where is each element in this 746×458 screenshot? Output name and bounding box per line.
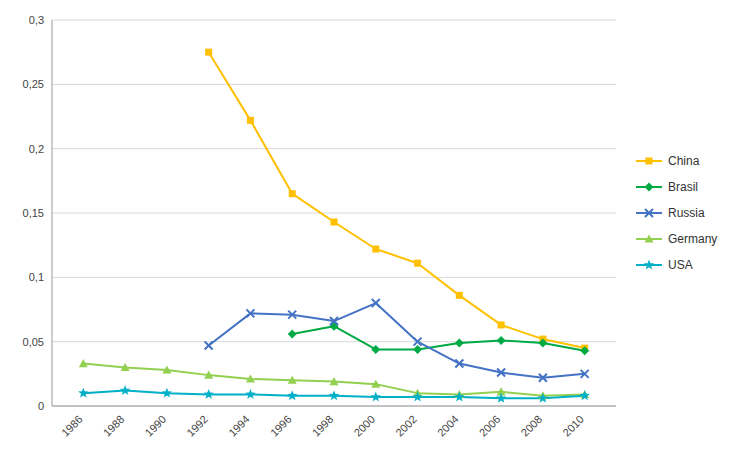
grid-line [52,213,616,214]
data-point [203,389,213,399]
data-point [205,49,212,56]
data-point [330,377,339,385]
data-point [247,117,254,124]
x-tick-label: 1990 [143,413,169,439]
data-point [496,393,506,403]
data-point [287,390,297,400]
data-point [121,363,130,371]
legend-label: Russia [668,206,705,220]
data-point [498,321,505,328]
x-tick-label: 2002 [393,413,419,439]
y-tick-label: 0 [38,400,44,412]
data-point [331,219,338,226]
data-point [413,345,422,354]
y-tick-label: 0,2 [29,143,44,155]
y-tick-label: 0,1 [29,271,44,283]
y-axis [52,20,53,406]
data-point [455,360,463,368]
data-point [581,370,589,378]
data-point [162,365,171,373]
data-point [538,338,547,347]
legend-label: Brasil [668,180,698,194]
grid-line [52,406,616,407]
data-point [246,309,254,317]
x-axis [52,406,616,407]
x-tick-label: 1992 [184,413,210,439]
legend-marker [644,260,654,270]
legend-marker [645,235,654,243]
data-point [371,391,381,401]
series-line [209,303,585,378]
data-point [288,376,297,384]
y-tick-label: 0,3 [29,14,44,26]
grid-line [52,20,616,21]
data-point [414,260,421,267]
tick-labels: 0 0,05 0,1 0,15 0,2 0,25 0,3 1986 1988 1990 1992 19… [23,14,587,439]
data-point [455,338,464,347]
series-line [292,326,584,350]
legend-marker [645,183,654,192]
data-point [412,391,422,401]
x-tick-label: 2004 [435,413,461,439]
x-tick-label: 1998 [310,413,336,439]
data-point [372,299,380,307]
grid-line [52,277,616,278]
data-point [78,388,88,398]
grid [52,20,616,406]
data-point [372,246,379,253]
chart: 0 0,05 0,1 0,15 0,2 0,25 0,3 1986 1988 1990 1992 19… [0,0,746,458]
y-tick-label: 0,15 [23,207,44,219]
data-point [579,390,589,400]
data-point [539,374,547,382]
data-point [580,346,589,355]
data-point [497,369,505,377]
grid-line [52,84,616,85]
data-point [371,380,380,388]
plot-area [78,49,590,403]
data-point [454,391,464,401]
x-tick-label: 1986 [59,413,85,439]
legend-label: USA [668,258,693,272]
series-line [209,52,585,348]
data-point [289,190,296,197]
x-tick-label: 1994 [226,413,252,439]
data-point [414,338,422,346]
legend-label: Germany [668,232,717,246]
x-tick-label: 2008 [519,413,545,439]
legend: China Brasil Russia Germany USA [636,154,717,272]
x-tick-label: 1988 [101,413,127,439]
data-point [330,317,338,325]
data-point [497,336,506,345]
y-tick-label: 0,25 [23,78,44,90]
data-point [245,389,255,399]
x-tick-label: 2010 [560,413,586,439]
legend-label: China [668,154,700,168]
data-point [456,292,463,299]
data-point [246,374,255,382]
data-point [371,345,380,354]
x-tick-label: 2006 [477,413,503,439]
data-point [204,371,213,379]
x-tick-label: 1996 [268,413,294,439]
data-point [162,388,172,398]
data-point [120,385,130,395]
data-point [79,359,88,367]
legend-marker [645,209,653,217]
grid-line [52,148,616,149]
x-tick-label: 2000 [351,413,377,439]
data-point [205,342,213,350]
data-point [288,311,296,319]
data-point [538,393,548,403]
data-point [329,390,339,400]
data-point [288,329,297,338]
legend-marker [646,158,653,165]
y-tick-label: 0,05 [23,336,44,348]
